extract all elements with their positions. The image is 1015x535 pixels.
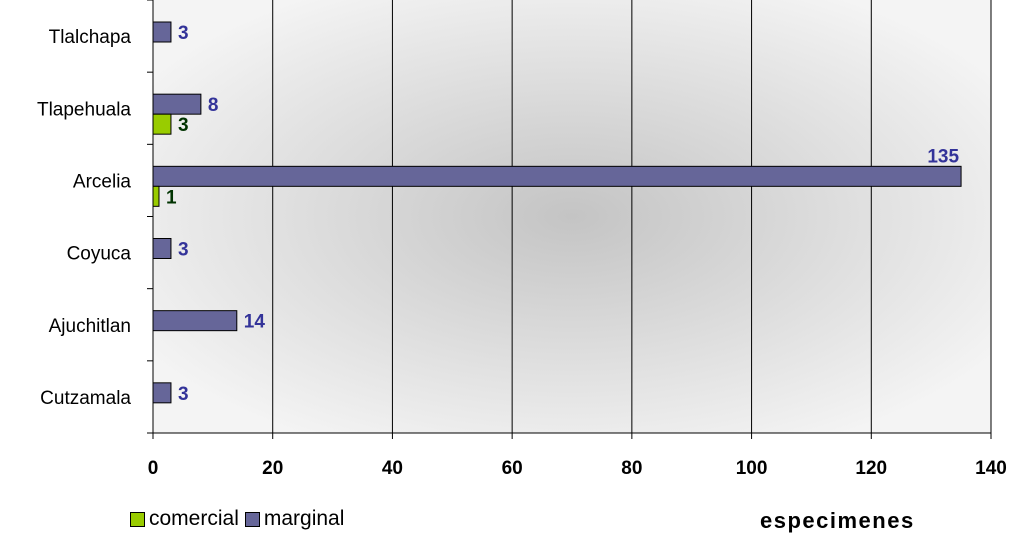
x-tick-label: 0 [148, 458, 159, 479]
category-label: Coyuca [67, 244, 132, 265]
category-label: Tlalchapa [49, 27, 132, 48]
x-axis-title: especimenes [760, 508, 915, 533]
legend-item-comercial: comercial [130, 507, 239, 531]
data-label-comercial: 3 [178, 115, 189, 136]
legend-label-marginal: marginal [263, 507, 345, 530]
data-label-marginal: 3 [178, 384, 189, 405]
x-tick-label: 40 [382, 458, 403, 479]
legend-swatch-marginal [244, 511, 260, 527]
bar-marginal [152, 165, 962, 187]
gridlines [272, 0, 992, 433]
x-tick-labels: 0 20 40 60 80 100 120 140 [148, 458, 1007, 479]
data-label-marginal: 14 [244, 312, 266, 333]
x-tick-label: 20 [262, 458, 283, 479]
category-label: Ajuchitlan [49, 316, 131, 337]
category-label: Tlapehuala [37, 99, 131, 120]
axes [147, 0, 992, 439]
category-labels: Tlalchapa Tlapehuala Arcelia Coyuca Ajuchitl… [37, 27, 131, 409]
legend-item-marginal: marginal [244, 507, 345, 531]
bar-marginal [152, 93, 202, 115]
category-label: Cutzamala [40, 388, 131, 409]
bar-marginal [152, 21, 172, 43]
plot-area [153, 0, 991, 433]
bar-marginal [152, 238, 172, 259]
bar-comercial [152, 113, 172, 135]
category-label: Arcelia [73, 171, 132, 192]
x-tick-label: 80 [621, 458, 642, 479]
legend-swatch-comercial [130, 511, 145, 527]
bars [152, 21, 962, 404]
bar-marginal [152, 382, 172, 404]
data-label-marginal: 135 [927, 146, 959, 167]
data-label-marginal: 3 [178, 23, 189, 44]
x-tick-label: 100 [736, 458, 768, 479]
legend-label-comercial: comercial [149, 507, 239, 530]
bar-marginal [152, 310, 238, 332]
bar-comercial [152, 185, 160, 207]
data-label-comercial: 1 [166, 187, 177, 208]
data-label-marginal: 8 [208, 95, 219, 116]
x-tick-label: 60 [502, 458, 523, 479]
legend: comercial marginal [130, 507, 350, 531]
x-tick-label: 140 [975, 458, 1007, 479]
data-label-marginal: 3 [178, 240, 189, 261]
x-tick-label: 120 [855, 458, 887, 479]
